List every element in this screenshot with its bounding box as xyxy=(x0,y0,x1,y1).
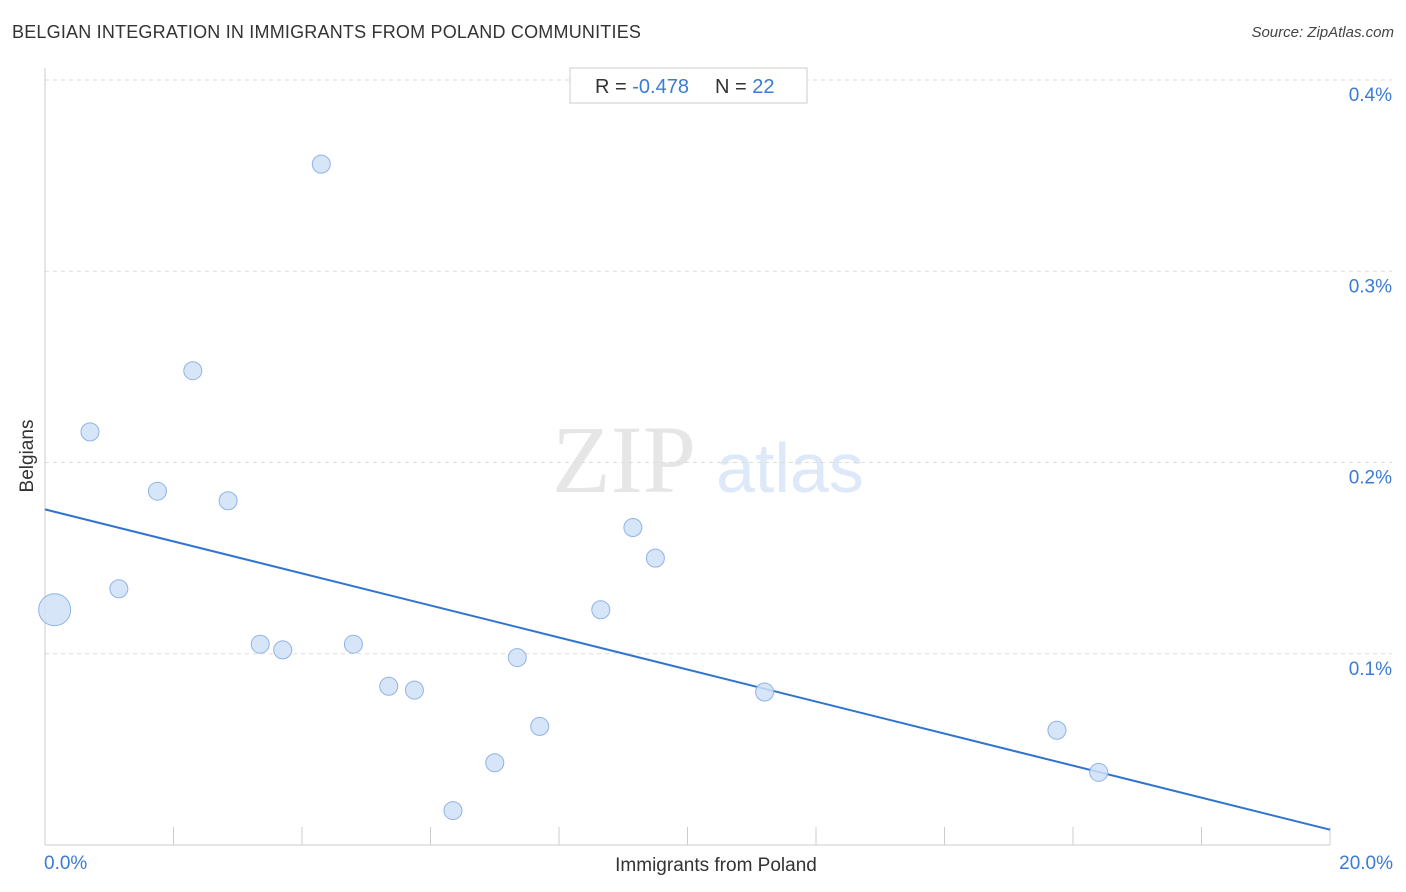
data-point xyxy=(109,579,129,599)
x-axis-title: Immigrants from Poland xyxy=(615,855,817,876)
watermark-zip: ZIP xyxy=(552,406,696,513)
data-point xyxy=(379,676,399,696)
source-label: Source: ZipAtlas.com xyxy=(1251,24,1394,41)
data-point xyxy=(755,682,775,702)
data-point xyxy=(218,491,238,511)
data-point xyxy=(591,600,611,620)
y-axis-title: Belgians xyxy=(17,420,38,493)
chart-title: BELGIAN INTEGRATION IN IMMIGRANTS FROM P… xyxy=(12,22,642,42)
x-tick-label-max: 20.0% xyxy=(1339,853,1393,874)
data-point xyxy=(507,648,527,668)
n-label: N = xyxy=(715,76,752,98)
data-point xyxy=(311,154,331,174)
y-tick-label: 0.1% xyxy=(1349,659,1392,680)
data-point xyxy=(1047,720,1067,740)
axes xyxy=(44,68,1331,846)
y-tick-label: 0.3% xyxy=(1349,276,1392,297)
x-tick-label-min: 0.0% xyxy=(44,853,87,874)
data-point xyxy=(443,801,463,821)
data-point xyxy=(343,634,363,654)
grid xyxy=(45,79,1392,655)
data-point xyxy=(273,640,293,660)
data-point xyxy=(147,481,167,501)
data-point xyxy=(485,753,505,773)
data-point xyxy=(38,593,72,627)
data-point xyxy=(80,422,100,442)
n-value: 22 xyxy=(752,76,774,98)
data-point xyxy=(404,680,424,700)
trend-line xyxy=(44,508,1331,831)
data-point xyxy=(183,361,203,381)
data-point xyxy=(623,518,643,538)
data-point xyxy=(1089,762,1109,782)
y-tick-label: 0.2% xyxy=(1349,468,1392,489)
watermark-atlas: atlas xyxy=(716,429,864,507)
svg-text:N = 22: N = 22 xyxy=(715,76,775,98)
data-points xyxy=(38,154,1109,821)
r-value: -0.478 xyxy=(632,76,689,98)
svg-text:R = -0.478: R = -0.478 xyxy=(595,76,689,98)
stats-box: R = -0.478 N = 22 xyxy=(569,67,808,104)
data-point xyxy=(645,548,665,568)
data-point xyxy=(250,634,270,654)
watermark: ZIP atlas xyxy=(552,406,864,513)
data-point xyxy=(530,716,550,736)
axis-labels: 0.1% 0.2% 0.3% 0.4% 0.0% 20.0% Immigrants from… xyxy=(17,85,1393,876)
trendline xyxy=(44,508,1331,831)
r-label: R = xyxy=(595,76,632,98)
y-tick-label: 0.4% xyxy=(1349,85,1392,106)
